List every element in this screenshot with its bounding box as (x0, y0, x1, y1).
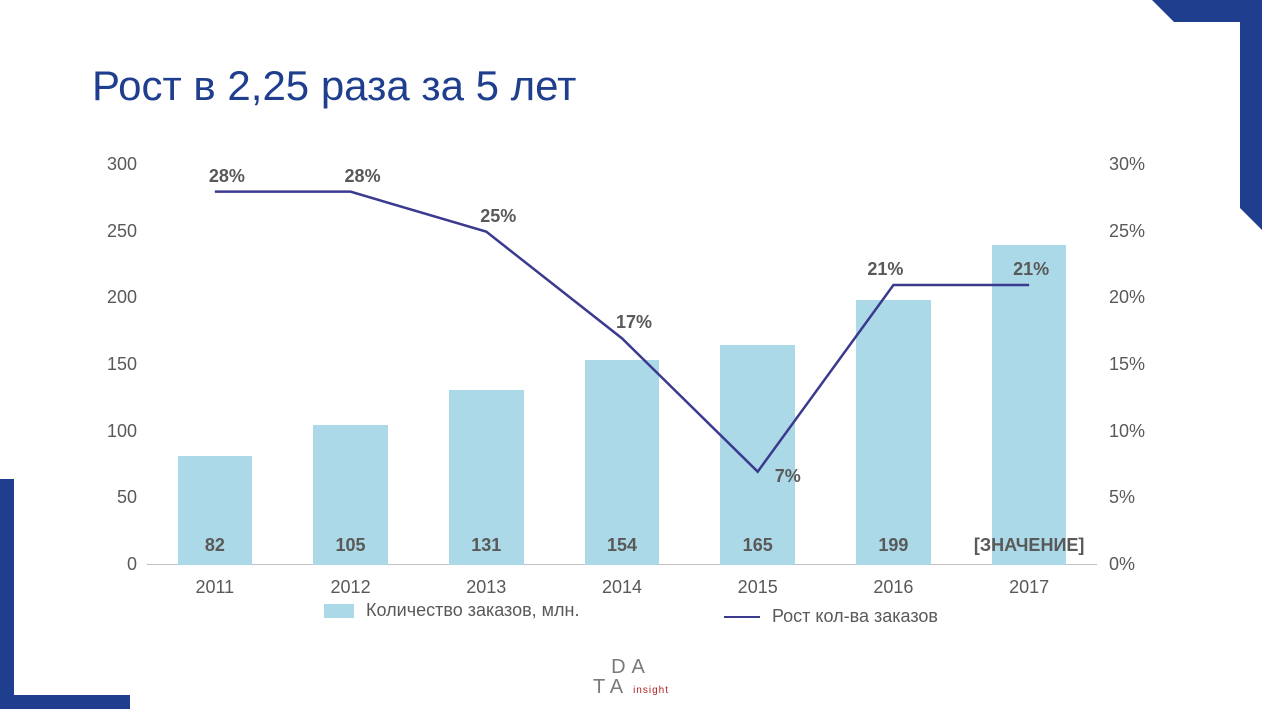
chart: 050100150200250300 0%5%10%15%20%25%30% 2… (92, 155, 1152, 620)
legend-bar-label: Количество заказов, млн. (366, 600, 579, 621)
legend: Количество заказов, млн. Рост кол-ва зак… (0, 600, 1262, 627)
x-category: 2013 (466, 577, 506, 598)
legend-bar: Количество заказов, млн. (324, 600, 579, 621)
bar-value-label: 131 (471, 535, 501, 556)
line-value-label: 28% (209, 166, 245, 187)
line-value-label: 7% (775, 466, 801, 487)
footer-line2-wrap: TA insight (593, 677, 669, 697)
x-category: 2014 (602, 577, 642, 598)
x-category: 2017 (1009, 577, 1049, 598)
bar-value-label: 105 (336, 535, 366, 556)
bar-value-label: [ЗНАЧЕНИЕ] (974, 535, 1085, 556)
bar-value-label: 82 (205, 535, 225, 556)
bar-value-label: 154 (607, 535, 637, 556)
line-value-label: 28% (345, 166, 381, 187)
bar-value-label: 165 (743, 535, 773, 556)
line-value-label: 25% (480, 206, 516, 227)
legend-line: Рост кол-ва заказов (724, 606, 938, 627)
legend-line-label: Рост кол-ва заказов (772, 606, 938, 627)
slide-title: Рост в 2,25 раза за 5 лет (92, 62, 576, 110)
line-value-label: 21% (1013, 259, 1049, 280)
x-category: 2012 (331, 577, 371, 598)
footer-logo: DA TA insight (593, 657, 669, 697)
decor-top-right (1152, 0, 1262, 230)
legend-line-swatch (724, 616, 760, 618)
line-value-label: 21% (867, 259, 903, 280)
x-category: 2011 (195, 577, 234, 598)
x-category: 2015 (738, 577, 778, 598)
x-category: 2016 (873, 577, 913, 598)
footer-line2: TA (593, 676, 629, 698)
legend-bar-swatch (324, 604, 354, 618)
bar-value-label: 199 (878, 535, 908, 556)
footer-line1: DA (593, 657, 669, 677)
line-value-label: 17% (616, 312, 652, 333)
footer-tag: insight (633, 686, 669, 696)
